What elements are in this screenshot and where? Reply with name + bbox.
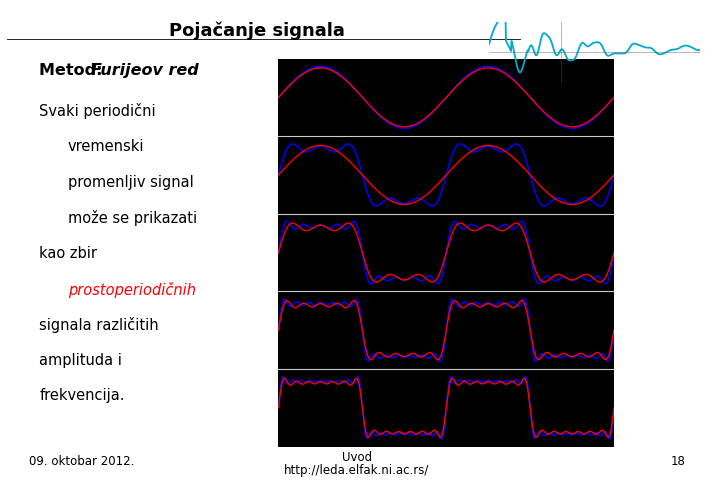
Text: Metod:: Metod: (39, 63, 109, 79)
Text: prostoperiodičnih: prostoperiodičnih (68, 282, 196, 298)
Text: Svaki periodični: Svaki periodični (39, 103, 156, 120)
Text: 18: 18 (670, 455, 685, 468)
Text: signala različitih: signala različitih (39, 317, 159, 333)
Text: kao zbir: kao zbir (39, 246, 97, 261)
Text: Furijeov red: Furijeov red (91, 63, 198, 79)
Text: Pojačanje signala: Pojačanje signala (169, 22, 345, 41)
Text: http://leda.elfak.ni.ac.rs/: http://leda.elfak.ni.ac.rs/ (284, 464, 430, 477)
Text: vremenski: vremenski (68, 139, 144, 154)
Text: 09. oktobar 2012.: 09. oktobar 2012. (29, 455, 134, 468)
Text: frekvencija.: frekvencija. (39, 388, 125, 404)
Text: Uvod: Uvod (342, 450, 372, 464)
Text: može se prikazati: može se prikazati (68, 210, 197, 226)
Text: amplituda i: amplituda i (39, 353, 122, 368)
Text: promenljiv signal: promenljiv signal (68, 175, 193, 190)
